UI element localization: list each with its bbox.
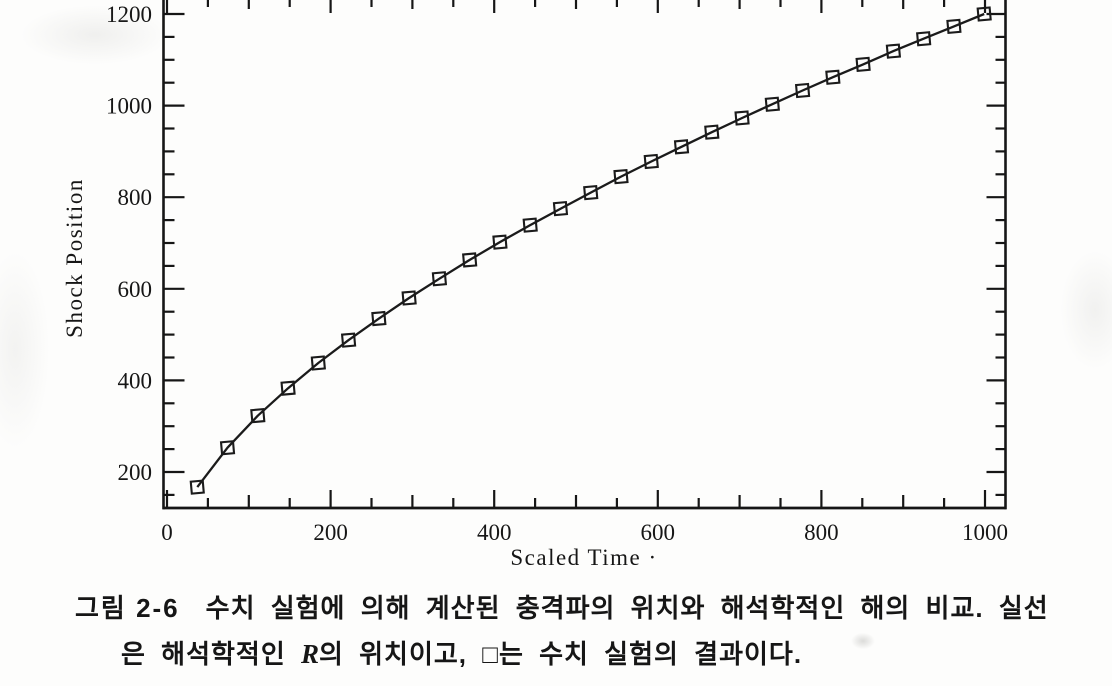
data-point-marker [280, 380, 296, 396]
data-point-marker [673, 139, 690, 155]
caption-line-2: 은 해석학적인 R의 위치이고, □는 수치 실험의 결과이다. [121, 634, 1075, 671]
y-tick-label: 200 [118, 460, 153, 485]
data-point-marker [643, 153, 659, 170]
caption-text-1: 수치 실험에 의해 계산된 충격파의 위치와 해석학적인 해의 비교. 실선 [205, 593, 1049, 623]
variable-R: R [300, 639, 319, 669]
caption-text-2b: 의 위치이고, □는 수치 실험의 결과이다. [318, 639, 803, 669]
y-tick-label: 1000 [106, 94, 152, 119]
data-point-marker [885, 43, 902, 59]
data-point-marker [613, 168, 629, 185]
y-tick-label: 600 [118, 277, 153, 302]
data-point-marker [583, 184, 599, 201]
data-point-marker [250, 408, 266, 424]
figure-caption: 그림 2-6 수치 실험에 의해 계산된 충격파의 위치와 해석학적인 해의 비… [75, 588, 1075, 671]
x-tick-label: 600 [641, 520, 676, 545]
data-point-marker [431, 271, 448, 287]
data-point-marker [916, 31, 932, 47]
data-point-marker [704, 124, 720, 140]
caption-text-2a: 은 해석학적인 [121, 639, 301, 669]
x-tick-label: 400 [477, 520, 512, 545]
data-point-marker [946, 18, 962, 35]
y-axis-title: Shock Position [62, 178, 87, 338]
data-point-marker [462, 252, 478, 268]
data-point-marker [794, 82, 811, 99]
data-point-marker [522, 217, 538, 233]
y-tick-label: 400 [118, 368, 153, 393]
y-tick-label: 1200 [106, 2, 152, 27]
data-point-marker [764, 96, 780, 112]
data-point-marker [855, 56, 871, 73]
data-point-marker [310, 355, 326, 371]
data-point-marker [219, 440, 236, 456]
x-axis-title: Scaled Time · [510, 545, 657, 570]
shock-position-chart: 0 200 400 600 800 1000 200 400 600 800 1000 1200 Sc… [62, 0, 1008, 570]
x-tick-label: 1000 [962, 520, 1008, 545]
x-tick-label: 0 [161, 520, 173, 545]
data-point-marker [492, 234, 508, 250]
data-point-marker [371, 310, 387, 327]
data-point-marker [340, 332, 357, 348]
caption-line-1: 그림 2-6 수치 실험에 의해 계산된 충격파의 위치와 해석학적인 해의 비… [75, 588, 1075, 625]
data-point-marker [825, 69, 841, 85]
data-point-marker [401, 290, 417, 306]
data-point-marker [552, 201, 569, 217]
x-tick-label: 800 [804, 520, 839, 545]
y-tick-label: 800 [118, 185, 153, 210]
figure-number: 그림 2-6 [75, 593, 180, 623]
data-point-marker [189, 479, 205, 495]
data-point-marker [976, 6, 992, 22]
series-line [196, 12, 985, 488]
x-tick-label: 200 [313, 520, 348, 545]
data-point-marker [734, 110, 750, 126]
